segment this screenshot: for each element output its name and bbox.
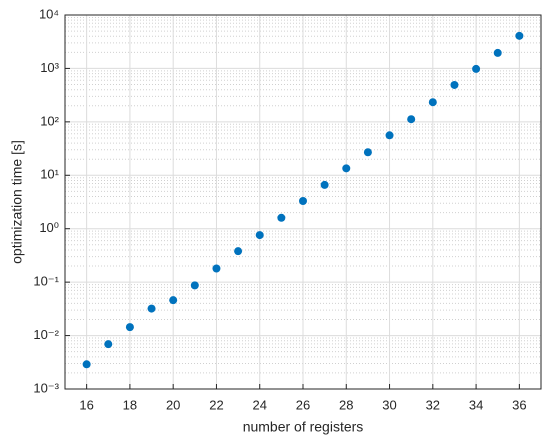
- x-tick-label: 24: [252, 397, 266, 412]
- point: [472, 64, 481, 73]
- point: [82, 360, 91, 369]
- point: [255, 231, 264, 240]
- point: [450, 80, 459, 89]
- point: [190, 281, 199, 290]
- point: [104, 340, 113, 349]
- x-tick-label: 36: [512, 397, 526, 412]
- x-tick-label: 18: [123, 397, 137, 412]
- x-tick-label: 26: [296, 397, 310, 412]
- y-tick-label: 10⁻³: [33, 380, 59, 395]
- y-tick-label: 10³: [40, 60, 59, 75]
- point: [428, 98, 437, 107]
- x-tick-label: 22: [209, 397, 223, 412]
- point: [493, 48, 502, 57]
- point: [407, 115, 416, 124]
- x-tick-label: 32: [426, 397, 440, 412]
- y-tick-label: 10⁰: [39, 220, 59, 235]
- point: [212, 264, 221, 273]
- x-tick-label: 20: [166, 397, 180, 412]
- point: [299, 197, 307, 206]
- x-tick-label: 34: [469, 397, 483, 412]
- point: [320, 180, 329, 189]
- x-axis-label: number of registers: [243, 419, 364, 435]
- point: [125, 323, 134, 332]
- point: [147, 304, 156, 313]
- y-tick-label: 10⁴: [39, 6, 59, 21]
- point: [363, 148, 372, 157]
- point: [515, 31, 524, 40]
- x-tick-label: 30: [382, 397, 396, 412]
- y-tick-label: 10⁻²: [33, 327, 59, 342]
- x-tick-label: 16: [79, 397, 93, 412]
- point: [385, 131, 394, 140]
- y-tick-label: 10⁻¹: [33, 274, 59, 289]
- y-tick-label: 10¹: [40, 167, 59, 182]
- x-tick-label: 28: [339, 397, 353, 412]
- point: [342, 164, 351, 173]
- point: [277, 213, 286, 222]
- plot-frame: [64, 14, 542, 390]
- point: [169, 296, 178, 305]
- y-tick-label: 10²: [40, 113, 59, 128]
- y-axis-label: optimization time [s]: [9, 140, 25, 264]
- point: [234, 247, 243, 256]
